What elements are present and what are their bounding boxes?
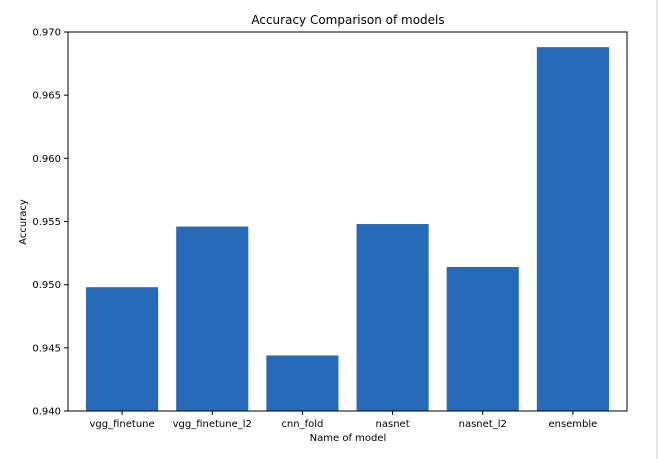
bar-vgg_finetune_l2	[176, 226, 249, 411]
y-tick-label: 0.945	[32, 343, 61, 354]
x-tick-label-ensemble: ensemble	[548, 419, 597, 430]
y-tick-label: 0.940	[32, 407, 61, 418]
bar-vgg_finetune	[86, 287, 159, 411]
x-axis-ticks: vgg_finetune vgg_finetune_l2 cnn_fold nasne…	[90, 411, 597, 430]
bars-layer	[86, 47, 609, 411]
y-tick-label: 0.965	[32, 91, 61, 102]
bar-nasnet	[356, 224, 429, 411]
x-tick-label-vgg_finetune_l2: vgg_finetune_l2	[173, 419, 252, 430]
bar-cnn_fold	[266, 355, 339, 411]
x-tick-label-cnn_fold: cnn_fold	[281, 419, 323, 430]
plot-frame	[67, 31, 628, 412]
y-tick-label: 0.955	[32, 217, 61, 228]
y-tick-label: 0.960	[32, 154, 61, 165]
chart-title: Accuracy Comparison of models	[251, 13, 444, 27]
x-axis-label: Name of model	[310, 433, 387, 444]
x-tick-label-vgg_finetune: vgg_finetune	[90, 419, 155, 430]
bar-ensemble	[536, 47, 609, 411]
window-edge	[656, 0, 658, 459]
y-tick-label: 0.950	[32, 280, 61, 291]
y-axis-label: Accuracy	[18, 199, 29, 245]
x-tick-label-nasnet: nasnet	[376, 419, 410, 430]
x-tick-label-nasnet_l2: nasnet_l2	[459, 419, 507, 430]
y-tick-label: 0.970	[32, 28, 61, 39]
bar-nasnet_l2	[446, 266, 519, 411]
y-axis-ticks: 0.940 0.945 0.950 0.955 0.960 0.965 0.970	[32, 28, 68, 418]
